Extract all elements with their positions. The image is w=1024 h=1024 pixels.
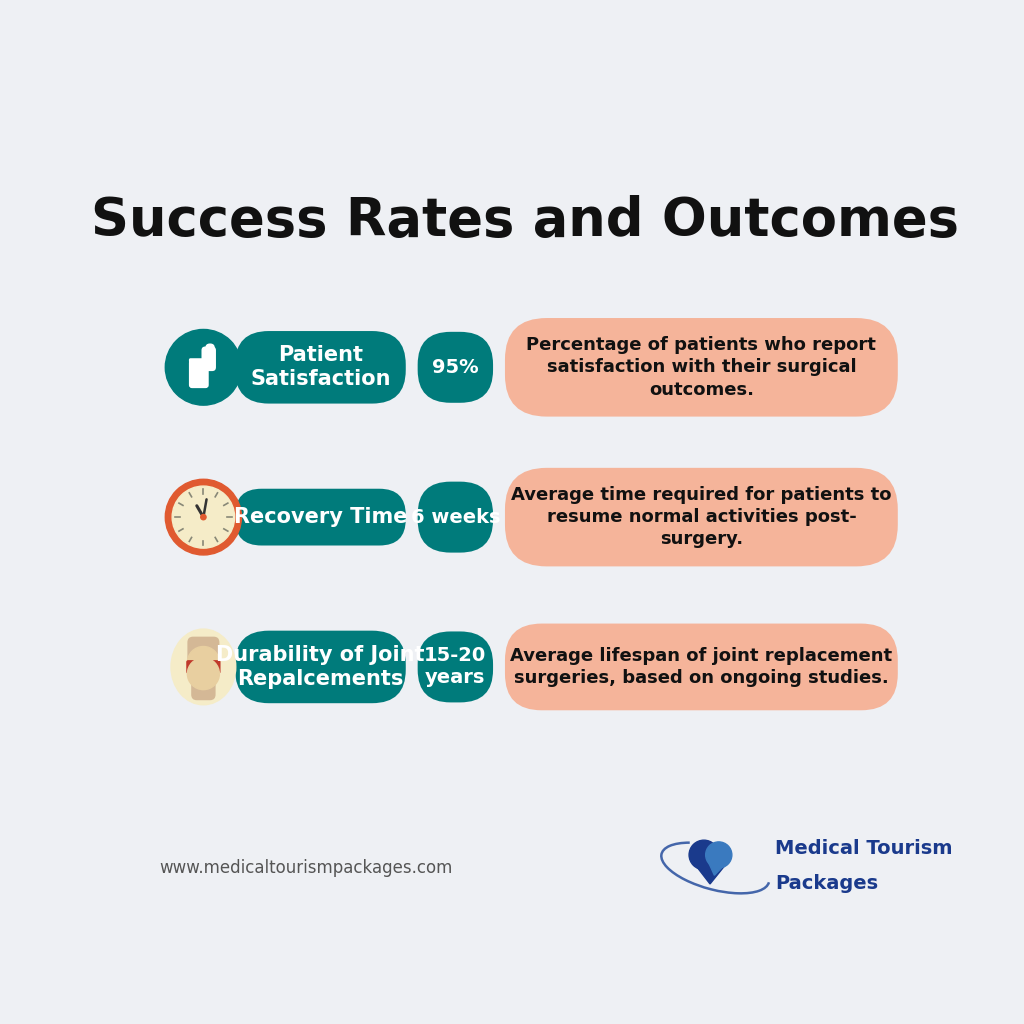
FancyBboxPatch shape [505, 318, 898, 417]
Text: Success Rates and Outcomes: Success Rates and Outcomes [91, 196, 958, 248]
Text: www.medicaltourismpackages.com: www.medicaltourismpackages.com [160, 859, 453, 877]
Circle shape [165, 330, 242, 406]
Polygon shape [690, 858, 731, 884]
Circle shape [187, 646, 219, 678]
FancyBboxPatch shape [236, 631, 406, 703]
FancyBboxPatch shape [186, 660, 220, 674]
Circle shape [165, 479, 242, 555]
Circle shape [172, 486, 234, 548]
Polygon shape [707, 858, 731, 876]
FancyBboxPatch shape [418, 481, 494, 553]
FancyBboxPatch shape [205, 343, 215, 354]
FancyBboxPatch shape [188, 358, 209, 362]
Ellipse shape [171, 629, 236, 705]
FancyBboxPatch shape [191, 673, 216, 700]
Text: Packages: Packages [775, 874, 878, 893]
Text: Percentage of patients who report
satisfaction with their surgical
outcomes.: Percentage of patients who report satisf… [526, 336, 877, 398]
Circle shape [201, 514, 206, 520]
FancyBboxPatch shape [236, 331, 406, 403]
Text: Average lifespan of joint replacement
surgeries, based on ongoing studies.: Average lifespan of joint replacement su… [510, 647, 893, 687]
FancyBboxPatch shape [236, 488, 406, 546]
Text: Average time required for patients to
resume normal activities post-
surgery.: Average time required for patients to re… [511, 486, 892, 548]
Text: 15-20
years: 15-20 years [424, 646, 486, 687]
FancyBboxPatch shape [418, 332, 494, 402]
Text: Durability of Joint
Repalcements: Durability of Joint Repalcements [216, 645, 425, 689]
Text: 6 weeks: 6 weeks [411, 508, 500, 526]
FancyBboxPatch shape [187, 637, 219, 664]
FancyBboxPatch shape [418, 632, 494, 702]
Text: Medical Tourism: Medical Tourism [775, 839, 952, 858]
Text: 95%: 95% [432, 357, 478, 377]
Text: Patient
Satisfaction: Patient Satisfaction [250, 345, 391, 389]
Text: Recovery Time: Recovery Time [233, 507, 408, 527]
FancyBboxPatch shape [505, 624, 898, 711]
FancyBboxPatch shape [202, 346, 216, 371]
Circle shape [706, 842, 732, 868]
Circle shape [187, 657, 219, 689]
Circle shape [689, 840, 719, 869]
FancyBboxPatch shape [188, 359, 209, 388]
FancyBboxPatch shape [505, 468, 898, 566]
